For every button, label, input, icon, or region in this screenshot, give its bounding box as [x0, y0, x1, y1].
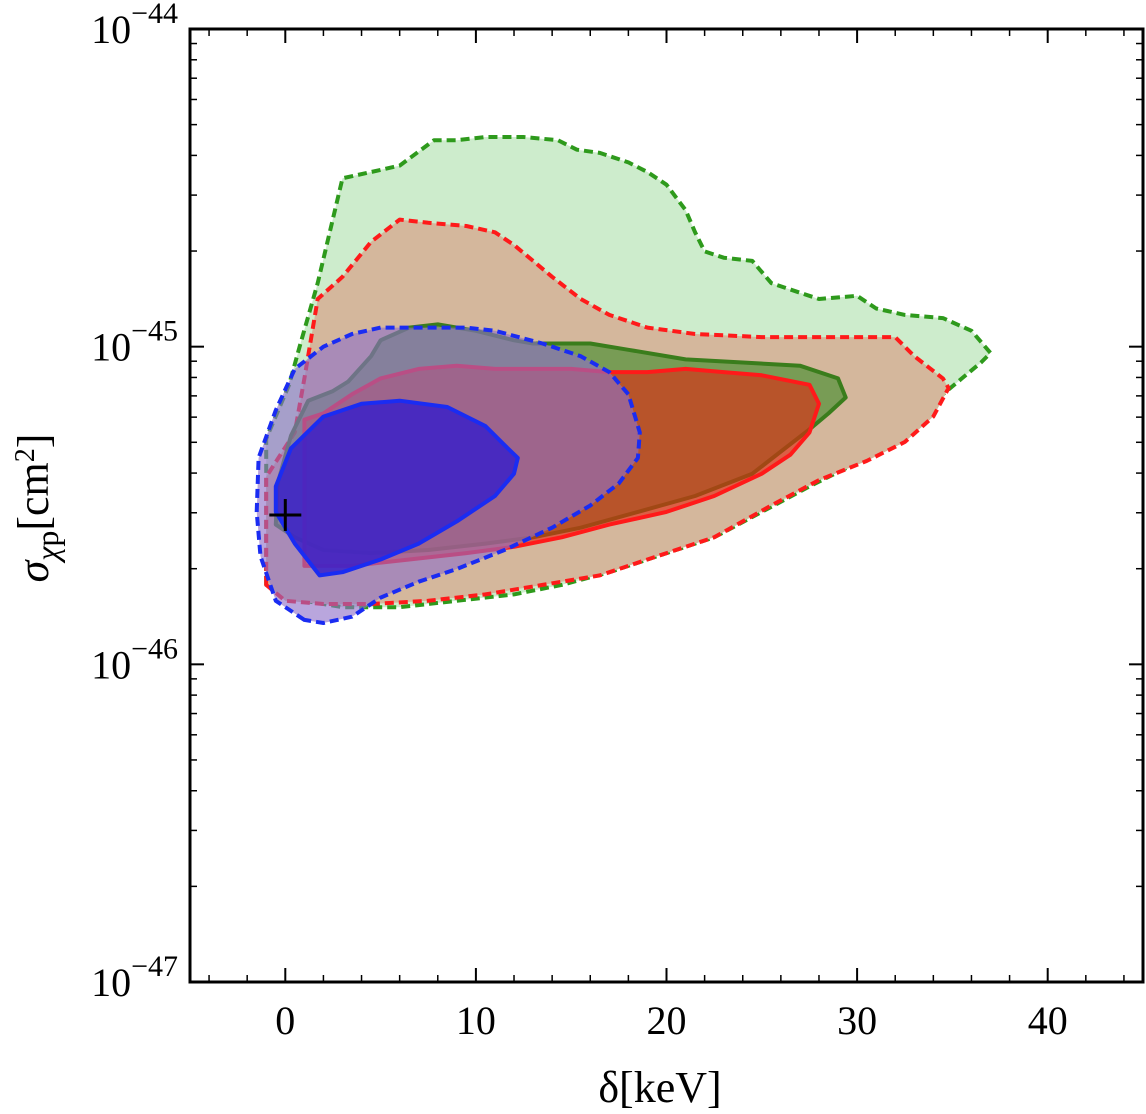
- x-tick-label: 30: [837, 998, 877, 1043]
- contour-regions: [254, 135, 993, 625]
- x-axis-label: δ[keV]: [598, 1063, 721, 1112]
- y-tick-label: 10−47: [91, 950, 178, 1005]
- x-tick-label: 0: [275, 998, 295, 1043]
- y-tick-label: 10−45: [91, 315, 178, 370]
- x-axis-label-text: δ[keV]: [598, 1063, 721, 1112]
- y-axis-label: σχp[cm2]: [9, 434, 65, 583]
- x-axis: 0 10 20 30 40: [208, 29, 1125, 1043]
- contour-blue-inner: [273, 398, 520, 578]
- x-tick-label: 40: [1028, 998, 1068, 1043]
- y-axis: 10−44 10−45 10−46 10−47: [91, 0, 1143, 1005]
- best-fit-marker: [269, 499, 302, 532]
- y-tick-label: 10−44: [91, 0, 178, 52]
- x-tick-label: 10: [456, 998, 496, 1043]
- y-tick-label: 10−46: [91, 632, 178, 687]
- x-tick-label: 20: [647, 998, 687, 1043]
